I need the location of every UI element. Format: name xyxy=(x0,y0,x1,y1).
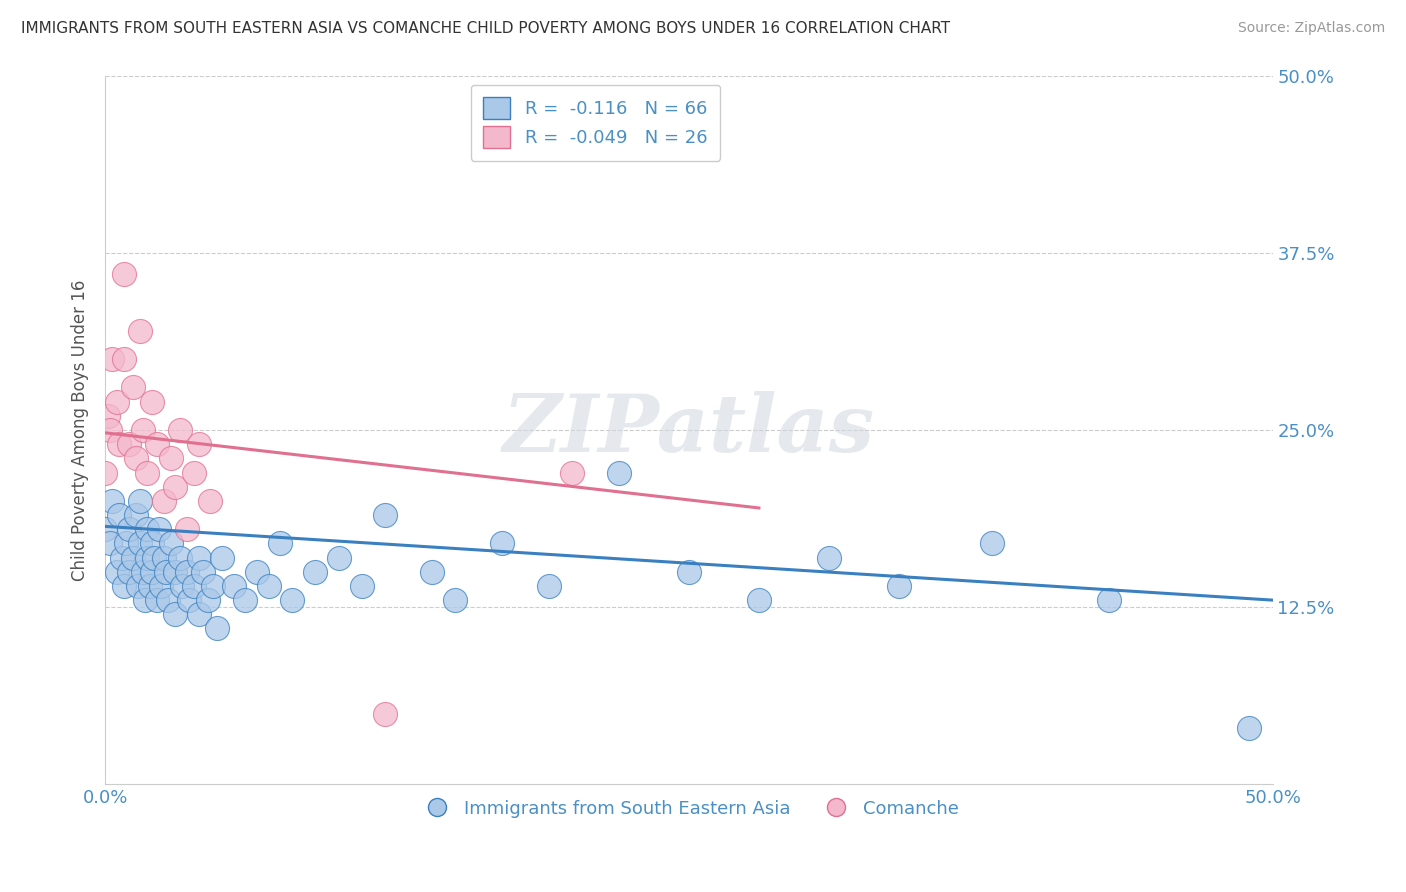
Point xyxy=(98,536,121,550)
Point xyxy=(176,565,198,579)
Point xyxy=(165,480,187,494)
Point xyxy=(187,437,209,451)
Point xyxy=(561,466,583,480)
Point xyxy=(110,550,132,565)
Point xyxy=(444,593,467,607)
Point xyxy=(193,565,215,579)
Point xyxy=(124,451,146,466)
Point xyxy=(165,607,187,622)
Point xyxy=(304,565,326,579)
Point xyxy=(748,593,770,607)
Point xyxy=(281,593,304,607)
Point xyxy=(127,579,149,593)
Point xyxy=(269,536,291,550)
Point xyxy=(420,565,443,579)
Point xyxy=(115,536,138,550)
Text: ZIPatlas: ZIPatlas xyxy=(503,392,875,468)
Point xyxy=(134,593,156,607)
Point xyxy=(129,324,152,338)
Point xyxy=(101,352,124,367)
Point xyxy=(179,593,201,607)
Point xyxy=(607,466,630,480)
Point xyxy=(981,536,1004,550)
Point xyxy=(108,437,131,451)
Point xyxy=(112,579,135,593)
Point xyxy=(122,380,145,394)
Point xyxy=(152,550,174,565)
Point xyxy=(112,352,135,367)
Point xyxy=(257,579,280,593)
Point xyxy=(124,508,146,522)
Point xyxy=(136,466,159,480)
Legend: Immigrants from South Eastern Asia, Comanche: Immigrants from South Eastern Asia, Coma… xyxy=(412,793,966,825)
Point xyxy=(157,593,180,607)
Point xyxy=(117,437,139,451)
Point xyxy=(233,593,256,607)
Point xyxy=(169,423,191,437)
Point xyxy=(117,522,139,536)
Point xyxy=(141,394,163,409)
Point xyxy=(211,550,233,565)
Point xyxy=(155,565,177,579)
Point xyxy=(94,466,117,480)
Point xyxy=(491,536,513,550)
Point xyxy=(374,706,396,721)
Point xyxy=(1237,721,1260,735)
Point xyxy=(169,550,191,565)
Point xyxy=(246,565,269,579)
Point xyxy=(129,536,152,550)
Point xyxy=(183,466,205,480)
Point xyxy=(101,494,124,508)
Point xyxy=(200,494,222,508)
Point xyxy=(187,550,209,565)
Point xyxy=(350,579,373,593)
Point xyxy=(165,565,187,579)
Point xyxy=(152,494,174,508)
Point xyxy=(187,607,209,622)
Point xyxy=(141,565,163,579)
Text: IMMIGRANTS FROM SOUTH EASTERN ASIA VS COMANCHE CHILD POVERTY AMONG BOYS UNDER 16: IMMIGRANTS FROM SOUTH EASTERN ASIA VS CO… xyxy=(21,21,950,36)
Point xyxy=(537,579,560,593)
Point xyxy=(105,565,128,579)
Point xyxy=(201,579,224,593)
Point xyxy=(222,579,245,593)
Point xyxy=(94,522,117,536)
Point xyxy=(136,522,159,536)
Point xyxy=(887,579,910,593)
Point xyxy=(1098,593,1121,607)
Point xyxy=(105,394,128,409)
Point xyxy=(131,565,153,579)
Point xyxy=(117,565,139,579)
Point xyxy=(172,579,194,593)
Y-axis label: Child Poverty Among Boys Under 16: Child Poverty Among Boys Under 16 xyxy=(72,279,89,581)
Point xyxy=(176,522,198,536)
Point xyxy=(183,579,205,593)
Point xyxy=(136,550,159,565)
Point xyxy=(159,451,181,466)
Point xyxy=(129,494,152,508)
Point xyxy=(131,423,153,437)
Point xyxy=(678,565,700,579)
Point xyxy=(197,593,219,607)
Point xyxy=(145,437,167,451)
Point xyxy=(374,508,396,522)
Point xyxy=(108,508,131,522)
Point xyxy=(98,423,121,437)
Point xyxy=(112,267,135,281)
Text: Source: ZipAtlas.com: Source: ZipAtlas.com xyxy=(1237,21,1385,35)
Point xyxy=(148,522,170,536)
Point xyxy=(141,536,163,550)
Point xyxy=(328,550,350,565)
Point xyxy=(138,579,160,593)
Point xyxy=(143,550,166,565)
Point xyxy=(159,536,181,550)
Point xyxy=(150,579,173,593)
Point xyxy=(207,622,229,636)
Point xyxy=(122,550,145,565)
Point xyxy=(818,550,841,565)
Point xyxy=(96,409,118,423)
Point xyxy=(145,593,167,607)
